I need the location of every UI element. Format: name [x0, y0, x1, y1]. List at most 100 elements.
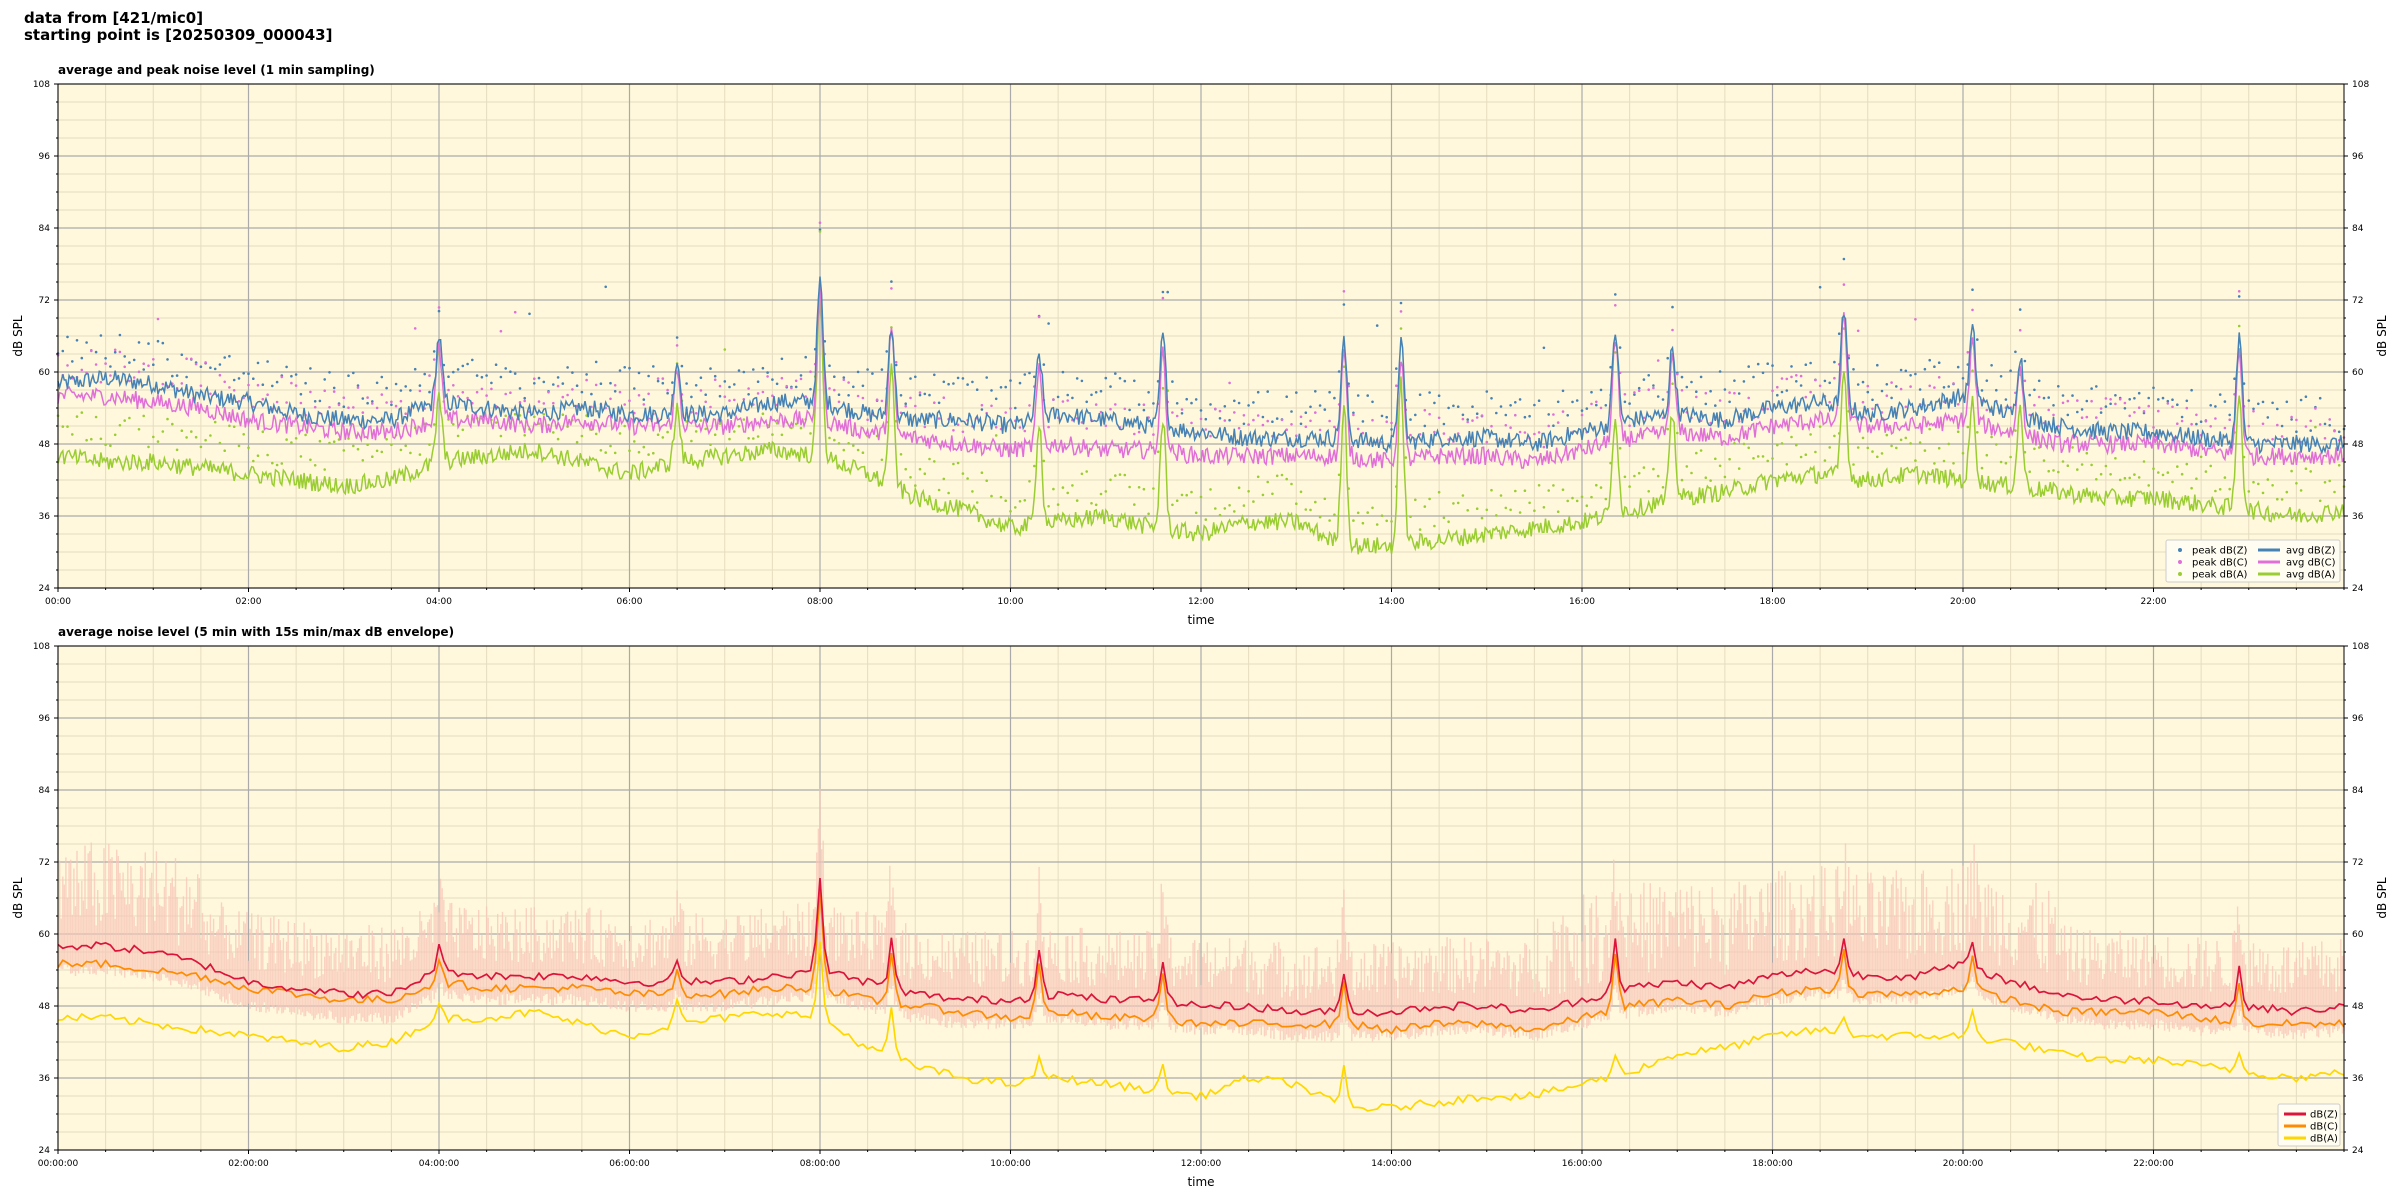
peak-point — [2237, 290, 2241, 293]
peak-point — [1671, 305, 1674, 309]
peak-point — [1885, 383, 1889, 386]
peak-point — [847, 381, 850, 384]
peak-point — [299, 392, 303, 396]
peak-point — [928, 393, 931, 397]
peak-point — [1323, 408, 1327, 411]
peak-point — [1885, 433, 1889, 437]
peak-point — [1728, 391, 1731, 394]
peak-point — [1728, 400, 1731, 404]
peak-point — [456, 395, 460, 398]
peak-point — [580, 390, 584, 394]
peak-point — [1956, 365, 1960, 369]
peak-point — [1661, 486, 1665, 489]
peak-point — [994, 397, 998, 401]
peak-point — [418, 453, 422, 456]
series-line-z — [57, 877, 2345, 1017]
peak-point — [1652, 467, 1655, 471]
peak-point — [1233, 510, 1236, 513]
peak-point — [2304, 395, 2308, 399]
peak-point — [66, 335, 69, 339]
y-tick-label: 24 — [39, 1146, 51, 1156]
peak-point — [2037, 395, 2041, 399]
peak-point — [971, 380, 974, 384]
peak-point — [1771, 457, 1774, 460]
peak-point — [1237, 401, 1241, 405]
peak-point — [280, 462, 284, 465]
peak-point — [71, 433, 74, 436]
x-tick-label: 10:00:00 — [990, 1159, 1031, 1169]
peak-point — [1604, 404, 1608, 407]
peak-point — [2228, 418, 2231, 422]
peak-point — [137, 341, 141, 344]
peak-point — [2009, 455, 2012, 459]
peak-point — [599, 449, 603, 452]
peak-point — [718, 394, 722, 398]
peak-point — [1995, 388, 1998, 392]
peak-point — [1275, 474, 1279, 478]
peak-point — [2033, 447, 2036, 451]
peak-point — [1004, 499, 1007, 503]
peak-point — [194, 362, 198, 366]
peak-point — [1333, 513, 1336, 516]
peak-point — [704, 393, 707, 397]
series-line-c — [57, 889, 2345, 1036]
peak-point — [2114, 457, 2117, 460]
peak-point — [542, 413, 546, 416]
peak-point — [2318, 423, 2322, 426]
peak-point — [1475, 416, 1479, 419]
peak-point — [1490, 397, 1493, 400]
peak-point — [1104, 376, 1108, 380]
peak-point — [1633, 474, 1636, 478]
peak-point — [1923, 449, 1927, 452]
peak-point — [2133, 397, 2136, 400]
peak-point — [2047, 408, 2050, 412]
peak-point — [1495, 514, 1498, 517]
peak-point — [1456, 432, 1460, 435]
peak-point — [1061, 400, 1065, 403]
peak-point — [1423, 424, 1427, 428]
peak-point — [413, 367, 417, 371]
peak-point — [2209, 464, 2212, 468]
peak-point — [399, 389, 403, 392]
peak-point — [2099, 472, 2103, 476]
peak-point — [1595, 400, 1598, 404]
peak-point — [1966, 350, 1970, 354]
peak-point — [1976, 431, 1979, 434]
peak-point — [2004, 461, 2008, 465]
peak-point — [737, 369, 741, 372]
peak-point — [66, 364, 69, 367]
peak-point — [409, 451, 412, 455]
peak-point — [123, 355, 126, 358]
peak-point — [1385, 420, 1388, 424]
peak-point — [485, 374, 488, 377]
peak-point — [2314, 425, 2317, 429]
peak-point — [1475, 412, 1479, 416]
peak-point — [137, 428, 141, 431]
peak-point — [2309, 429, 2312, 432]
peak-point — [1704, 402, 1708, 406]
peak-point — [1909, 442, 1912, 445]
peak-point — [1056, 503, 1060, 506]
peak-point — [1766, 459, 1769, 463]
peak-point — [1428, 391, 1431, 394]
peak-point — [1209, 403, 1212, 406]
peak-point — [1433, 524, 1436, 528]
peak-point — [1599, 406, 1603, 410]
peak-point — [1776, 385, 1779, 389]
peak-point — [1899, 438, 1903, 442]
peak-point — [842, 376, 846, 379]
peak-point — [766, 371, 769, 374]
peak-point — [1180, 408, 1184, 411]
peak-point — [1333, 425, 1336, 429]
peak-point — [1094, 391, 1098, 394]
peak-point — [923, 392, 927, 396]
peak-point — [1456, 405, 1460, 409]
peak-point — [1061, 486, 1065, 489]
peak-point — [613, 451, 617, 455]
peak-point — [1514, 489, 1517, 493]
peak-point — [861, 451, 865, 455]
peak-point — [923, 472, 927, 476]
peak-point — [556, 384, 560, 388]
peak-point — [1114, 403, 1117, 406]
peak-point — [914, 404, 917, 408]
